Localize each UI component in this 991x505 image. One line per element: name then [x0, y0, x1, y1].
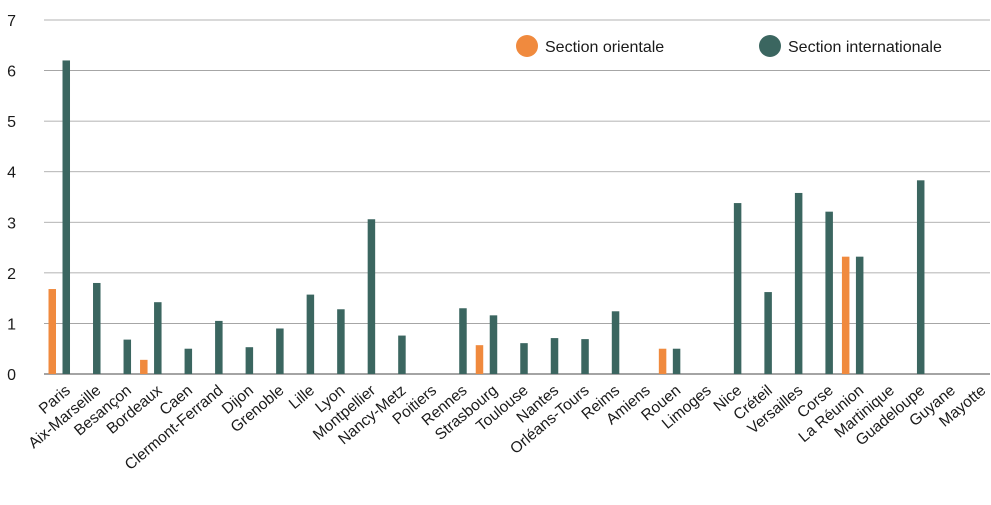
legend-swatch-section-internationale — [759, 35, 781, 57]
bar-rouen-section-internationale — [672, 348, 681, 374]
y-tick-label: 0 — [7, 367, 16, 384]
bar-clermont-ferrand-section-internationale — [215, 320, 223, 374]
bar-creteil-section-internationale — [764, 292, 772, 374]
bar-strasbourg-section-internationale — [489, 315, 498, 374]
y-tick-label: 1 — [7, 316, 16, 333]
bar-montpellier-section-internationale — [367, 219, 376, 374]
x-axis: ParisAix-MarseilleBesançonBordeauxCaenCl… — [25, 382, 989, 474]
y-tick-label: 4 — [7, 165, 16, 182]
bar-nantes-section-internationale — [550, 338, 559, 374]
bar-bordeaux-section-orientale — [140, 359, 148, 374]
bar-versailles-section-internationale — [794, 192, 803, 374]
bar-strasbourg-section-orientale — [475, 345, 484, 374]
bar-dijon-section-internationale — [245, 347, 254, 374]
x-tick-label-lille: Lille — [286, 382, 318, 413]
bar-caen-section-internationale — [184, 348, 193, 374]
legend: Section orientale Section internationale — [516, 35, 942, 57]
bar-lyon-section-internationale — [337, 309, 345, 374]
bar-aix-marseille-section-internationale — [93, 282, 101, 374]
bar-lille-section-internationale — [306, 294, 315, 374]
bar-orleans-tours-section-internationale — [581, 339, 589, 374]
legend-label-section-internationale: Section internationale — [788, 39, 942, 56]
bars — [48, 60, 925, 374]
y-tick-label: 7 — [7, 13, 16, 30]
bar-bordeaux-section-internationale — [154, 302, 162, 374]
bar-rennes-section-internationale — [459, 308, 467, 374]
bar-nancy-metz-section-internationale — [398, 335, 406, 374]
y-tick-label: 5 — [7, 114, 16, 131]
bar-rouen-section-orientale — [658, 348, 667, 374]
bar-toulouse-section-internationale — [520, 343, 528, 374]
bar-besancon-section-internationale — [123, 339, 132, 374]
bar-grenoble-section-internationale — [276, 328, 284, 374]
y-tick-label: 6 — [7, 64, 16, 81]
y-tick-label: 3 — [7, 215, 16, 232]
bar-corse-section-internationale — [825, 211, 833, 374]
legend-label-section-orientale: Section orientale — [545, 39, 664, 56]
y-tick-label: 2 — [7, 266, 16, 283]
bar-la-reunion-section-orientale — [841, 256, 850, 374]
bar-paris-section-internationale — [62, 60, 71, 374]
y-axis: 0 1 2 3 4 5 6 7 — [7, 13, 16, 384]
bar-la-reunion-section-internationale — [855, 256, 864, 374]
bar-nice-section-internationale — [733, 203, 742, 374]
bar-guadeloupe-section-internationale — [916, 180, 925, 374]
legend-swatch-section-orientale — [516, 35, 538, 57]
bar-paris-section-orientale — [48, 289, 57, 374]
bar-reims-section-internationale — [611, 311, 620, 374]
